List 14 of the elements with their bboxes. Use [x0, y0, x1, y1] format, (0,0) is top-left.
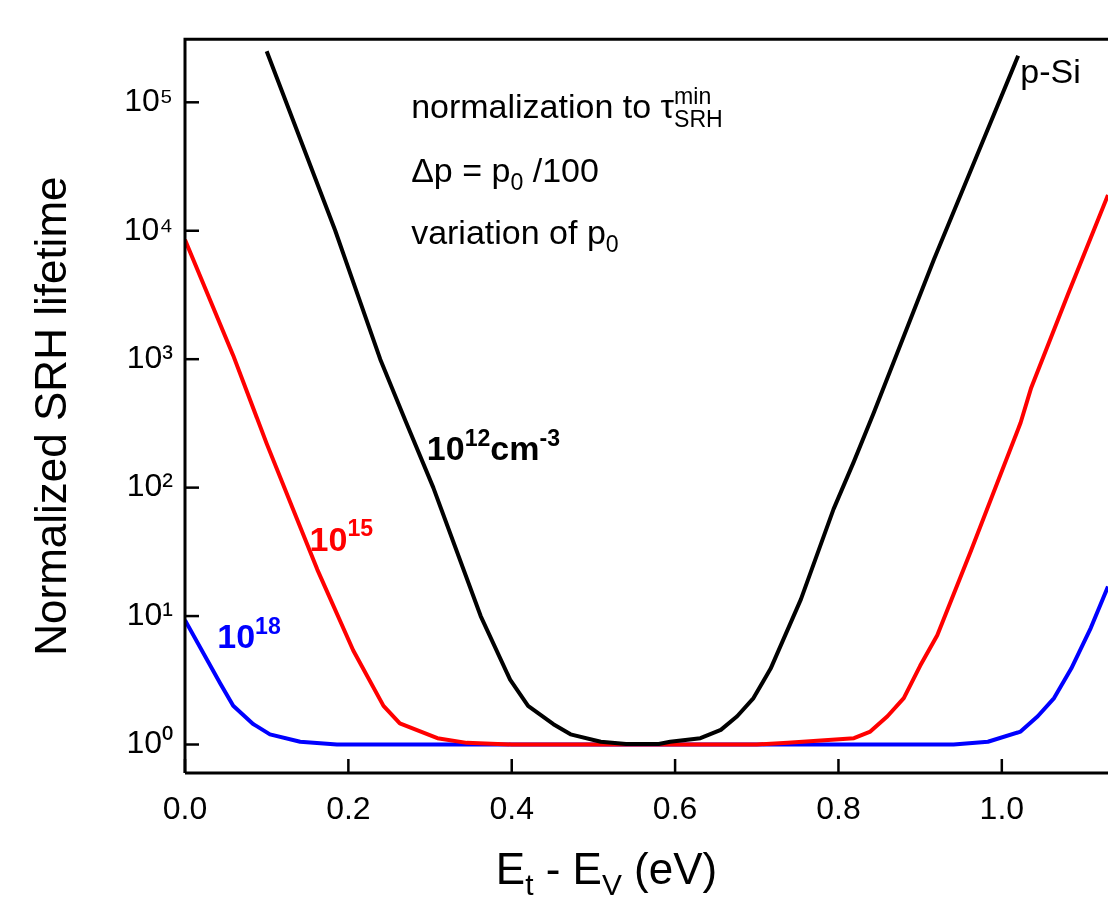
y-tick-label: 10²	[126, 467, 174, 504]
y-axis-title: Normalized SRH lifetime	[26, 176, 75, 656]
y-tick-label: 10¹	[126, 595, 173, 632]
x-tick-label: 1.0	[979, 790, 1025, 827]
x-tick-label: 0.6	[652, 790, 698, 827]
annotation: p-Si	[1020, 52, 1081, 91]
y-tick-label: 10³	[126, 339, 174, 376]
y-tick-label: 10⁵	[124, 82, 173, 119]
x-tick-label: 0.4	[489, 790, 534, 827]
y-tick-label: 10⁴	[123, 210, 173, 247]
x-tick-label: 0.2	[326, 790, 371, 827]
x-tick-label: 0.0	[162, 790, 208, 827]
y-tick-label: 10⁰	[126, 724, 173, 761]
x-tick-label: 0.8	[816, 790, 861, 827]
